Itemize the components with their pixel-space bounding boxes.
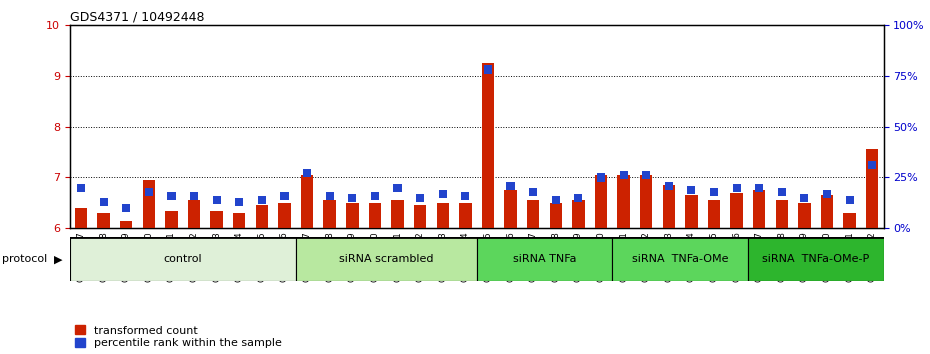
Bar	[594, 175, 607, 228]
Bar	[821, 195, 833, 228]
Bar	[845, 196, 854, 204]
Bar	[484, 65, 492, 74]
Bar	[597, 173, 605, 182]
Bar	[461, 192, 470, 200]
Bar	[776, 200, 788, 228]
Bar	[550, 203, 562, 228]
Bar	[256, 205, 268, 228]
Bar	[348, 194, 356, 202]
Bar	[755, 184, 764, 192]
Legend: transformed count, percentile rank within the sample: transformed count, percentile rank withi…	[75, 325, 282, 348]
Bar	[708, 200, 720, 228]
Bar	[235, 198, 244, 206]
Bar	[258, 196, 266, 204]
Text: siRNA  TNFa-OMe: siRNA TNFa-OMe	[631, 254, 728, 264]
Bar	[166, 211, 178, 228]
Bar	[733, 184, 740, 192]
Bar	[346, 203, 359, 228]
Bar	[324, 200, 336, 228]
Bar	[551, 196, 560, 204]
Bar	[100, 198, 108, 206]
Bar	[278, 203, 291, 228]
Bar	[416, 194, 424, 202]
Bar	[662, 185, 675, 228]
Bar	[618, 175, 630, 228]
Bar	[392, 200, 404, 228]
Bar	[504, 190, 517, 228]
Bar	[575, 194, 582, 202]
Bar	[436, 203, 449, 228]
FancyBboxPatch shape	[748, 237, 884, 281]
Bar	[122, 204, 130, 212]
Bar	[167, 192, 176, 200]
Bar	[368, 203, 381, 228]
Text: ▶: ▶	[54, 254, 62, 264]
Text: protocol: protocol	[2, 254, 47, 264]
Bar	[687, 185, 696, 194]
FancyBboxPatch shape	[70, 237, 296, 281]
Bar	[371, 192, 379, 200]
FancyBboxPatch shape	[296, 237, 476, 281]
Bar	[710, 188, 718, 196]
Bar	[869, 161, 876, 169]
Text: siRNA scrambled: siRNA scrambled	[339, 254, 433, 264]
Bar	[527, 200, 539, 228]
Bar	[753, 190, 765, 228]
Bar	[730, 193, 743, 228]
Text: siRNA TNFa: siRNA TNFa	[512, 254, 577, 264]
Bar	[188, 200, 200, 228]
Bar	[439, 190, 446, 198]
Bar	[844, 213, 856, 228]
Bar	[823, 190, 831, 198]
Bar	[459, 203, 472, 228]
Text: control: control	[164, 254, 202, 264]
Bar	[120, 221, 132, 228]
Bar	[190, 192, 198, 200]
Bar	[281, 192, 288, 200]
Bar	[640, 175, 652, 228]
Bar	[233, 213, 246, 228]
FancyBboxPatch shape	[612, 237, 748, 281]
Bar	[866, 149, 879, 228]
Bar	[529, 188, 538, 196]
Bar	[74, 208, 87, 228]
Bar	[393, 184, 402, 192]
Bar	[619, 171, 628, 179]
Text: GDS4371 / 10492448: GDS4371 / 10492448	[70, 11, 205, 24]
Bar	[213, 196, 220, 204]
Bar	[414, 205, 426, 228]
Bar	[326, 192, 334, 200]
Bar	[98, 213, 110, 228]
Bar	[301, 175, 313, 228]
Bar	[798, 203, 811, 228]
Bar	[685, 195, 698, 228]
Bar	[210, 211, 223, 228]
Bar	[482, 63, 494, 228]
Bar	[777, 188, 786, 196]
Bar	[801, 194, 808, 202]
Bar	[77, 184, 85, 192]
Bar	[142, 180, 155, 228]
Bar	[507, 182, 514, 190]
Bar	[145, 188, 153, 196]
FancyBboxPatch shape	[476, 237, 612, 281]
Bar	[665, 182, 672, 190]
Bar	[572, 200, 585, 228]
Bar	[642, 171, 650, 179]
Text: siRNA  TNFa-OMe-P: siRNA TNFa-OMe-P	[762, 254, 870, 264]
Bar	[303, 169, 312, 177]
